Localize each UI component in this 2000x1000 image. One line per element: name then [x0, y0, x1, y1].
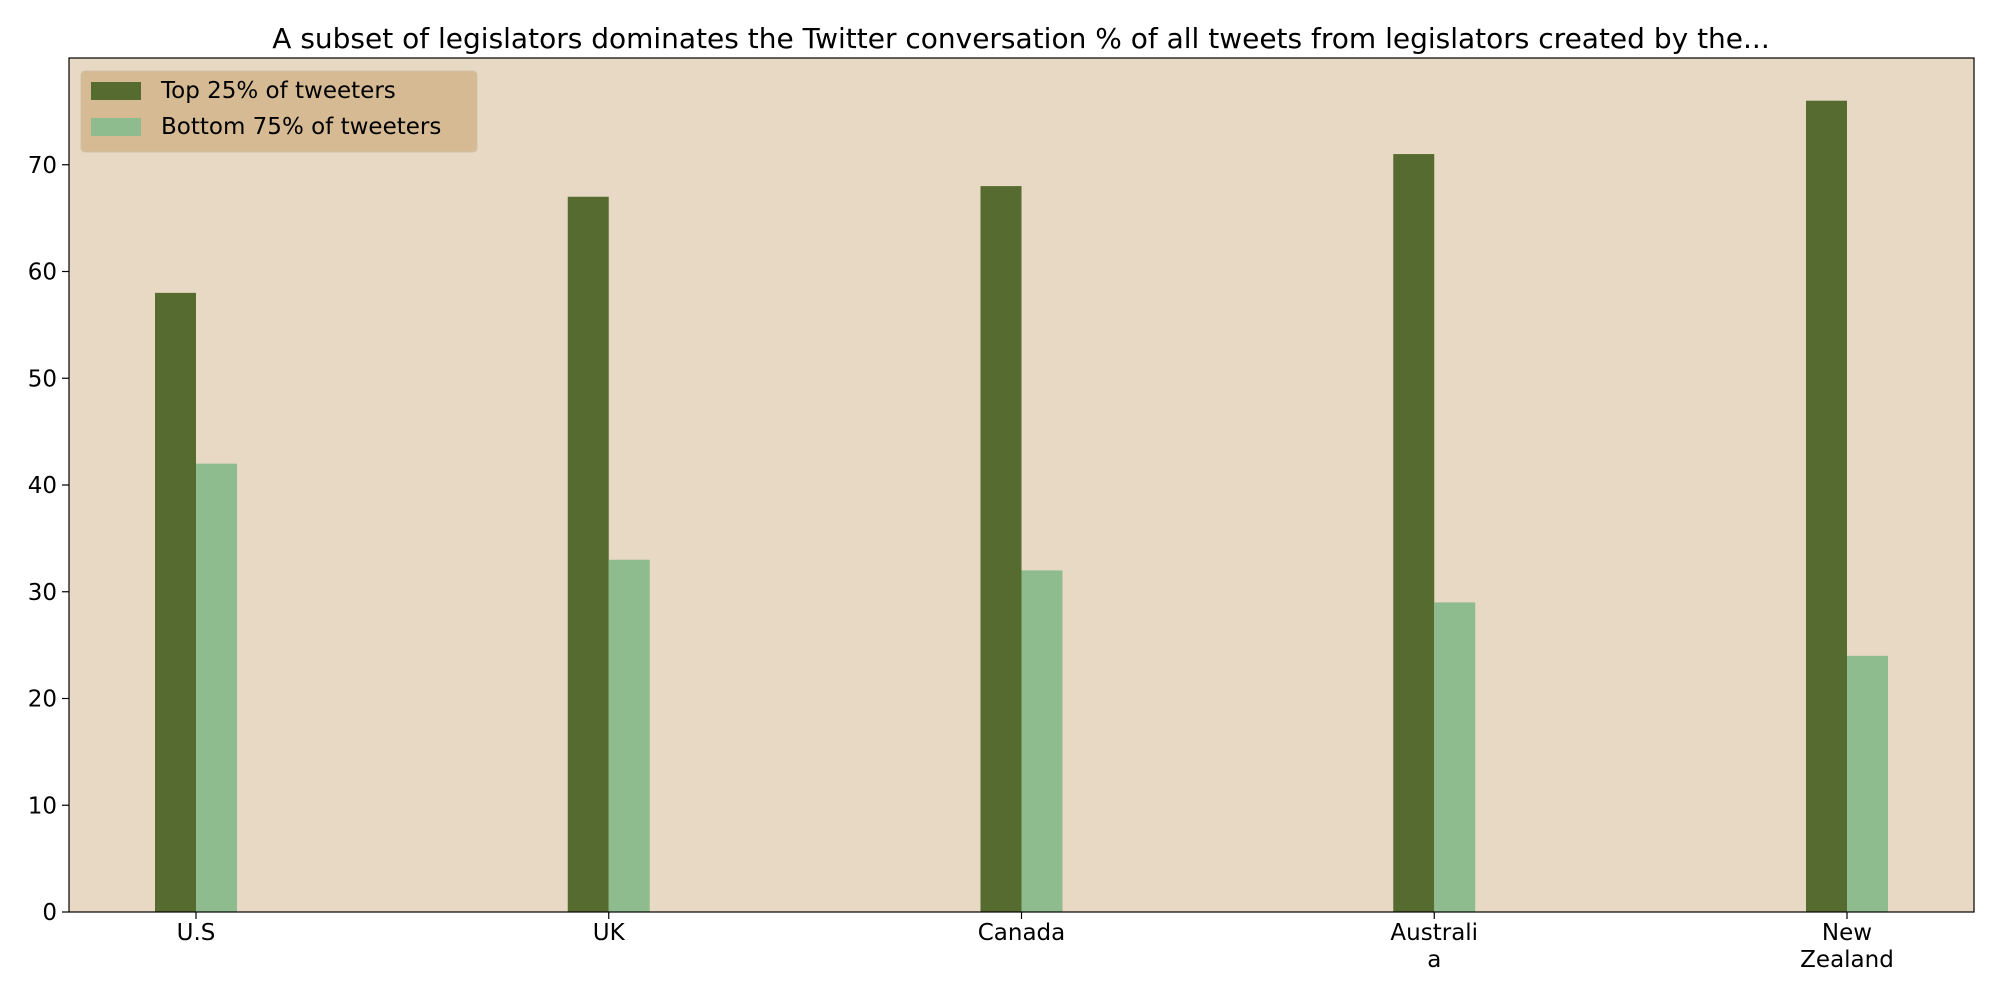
y-tick-label: 60: [28, 260, 57, 286]
x-tick-label: New: [1822, 920, 1872, 946]
y-tick-label: 50: [28, 366, 57, 392]
legend-label: Top 25% of tweeters: [160, 78, 396, 104]
bar-top-25-2: [980, 186, 1022, 913]
bar-bottom-75-0: [196, 463, 237, 912]
bar-top-25-0: [155, 292, 196, 913]
y-tick-label: 0: [42, 900, 57, 926]
bars-layer: [155, 100, 1888, 913]
legend-swatch: [91, 82, 141, 100]
bar-bottom-75-1: [608, 559, 650, 912]
x-tick-label: Australi: [1390, 920, 1478, 946]
x-tick-label: Canada: [978, 920, 1066, 946]
chart-title: A subset of legislators dominates the Tw…: [272, 22, 1769, 55]
y-tick-label: 30: [28, 580, 57, 606]
y-tick-label: 10: [28, 793, 57, 819]
legend: Top 25% of tweeters Bottom 75% of tweeter…: [80, 70, 478, 153]
bar-top-25-1: [567, 196, 609, 912]
bar-bottom-75-2: [1021, 570, 1063, 912]
y-tick-label: 70: [28, 153, 57, 179]
bar-bottom-75-3: [1434, 602, 1476, 912]
x-tick-label: U.S: [177, 920, 216, 946]
x-tick-label: Zealand: [1800, 947, 1894, 973]
x-tick-label: a: [1427, 947, 1441, 973]
y-axis: 0 10 20 30 40 50 60 70: [28, 153, 69, 926]
bar-top-25-3: [1393, 154, 1435, 912]
y-tick-label: 20: [28, 687, 57, 713]
legend-swatch: [91, 118, 141, 136]
bar-bottom-75-4: [1847, 655, 1888, 912]
x-tick-label: UK: [593, 920, 626, 946]
bar-top-25-4: [1806, 100, 1847, 912]
legend-box: [80, 70, 478, 153]
legend-label: Bottom 75% of tweeters: [161, 114, 441, 140]
y-tick-label: 40: [28, 473, 57, 499]
plot-frame: [68, 57, 1975, 913]
